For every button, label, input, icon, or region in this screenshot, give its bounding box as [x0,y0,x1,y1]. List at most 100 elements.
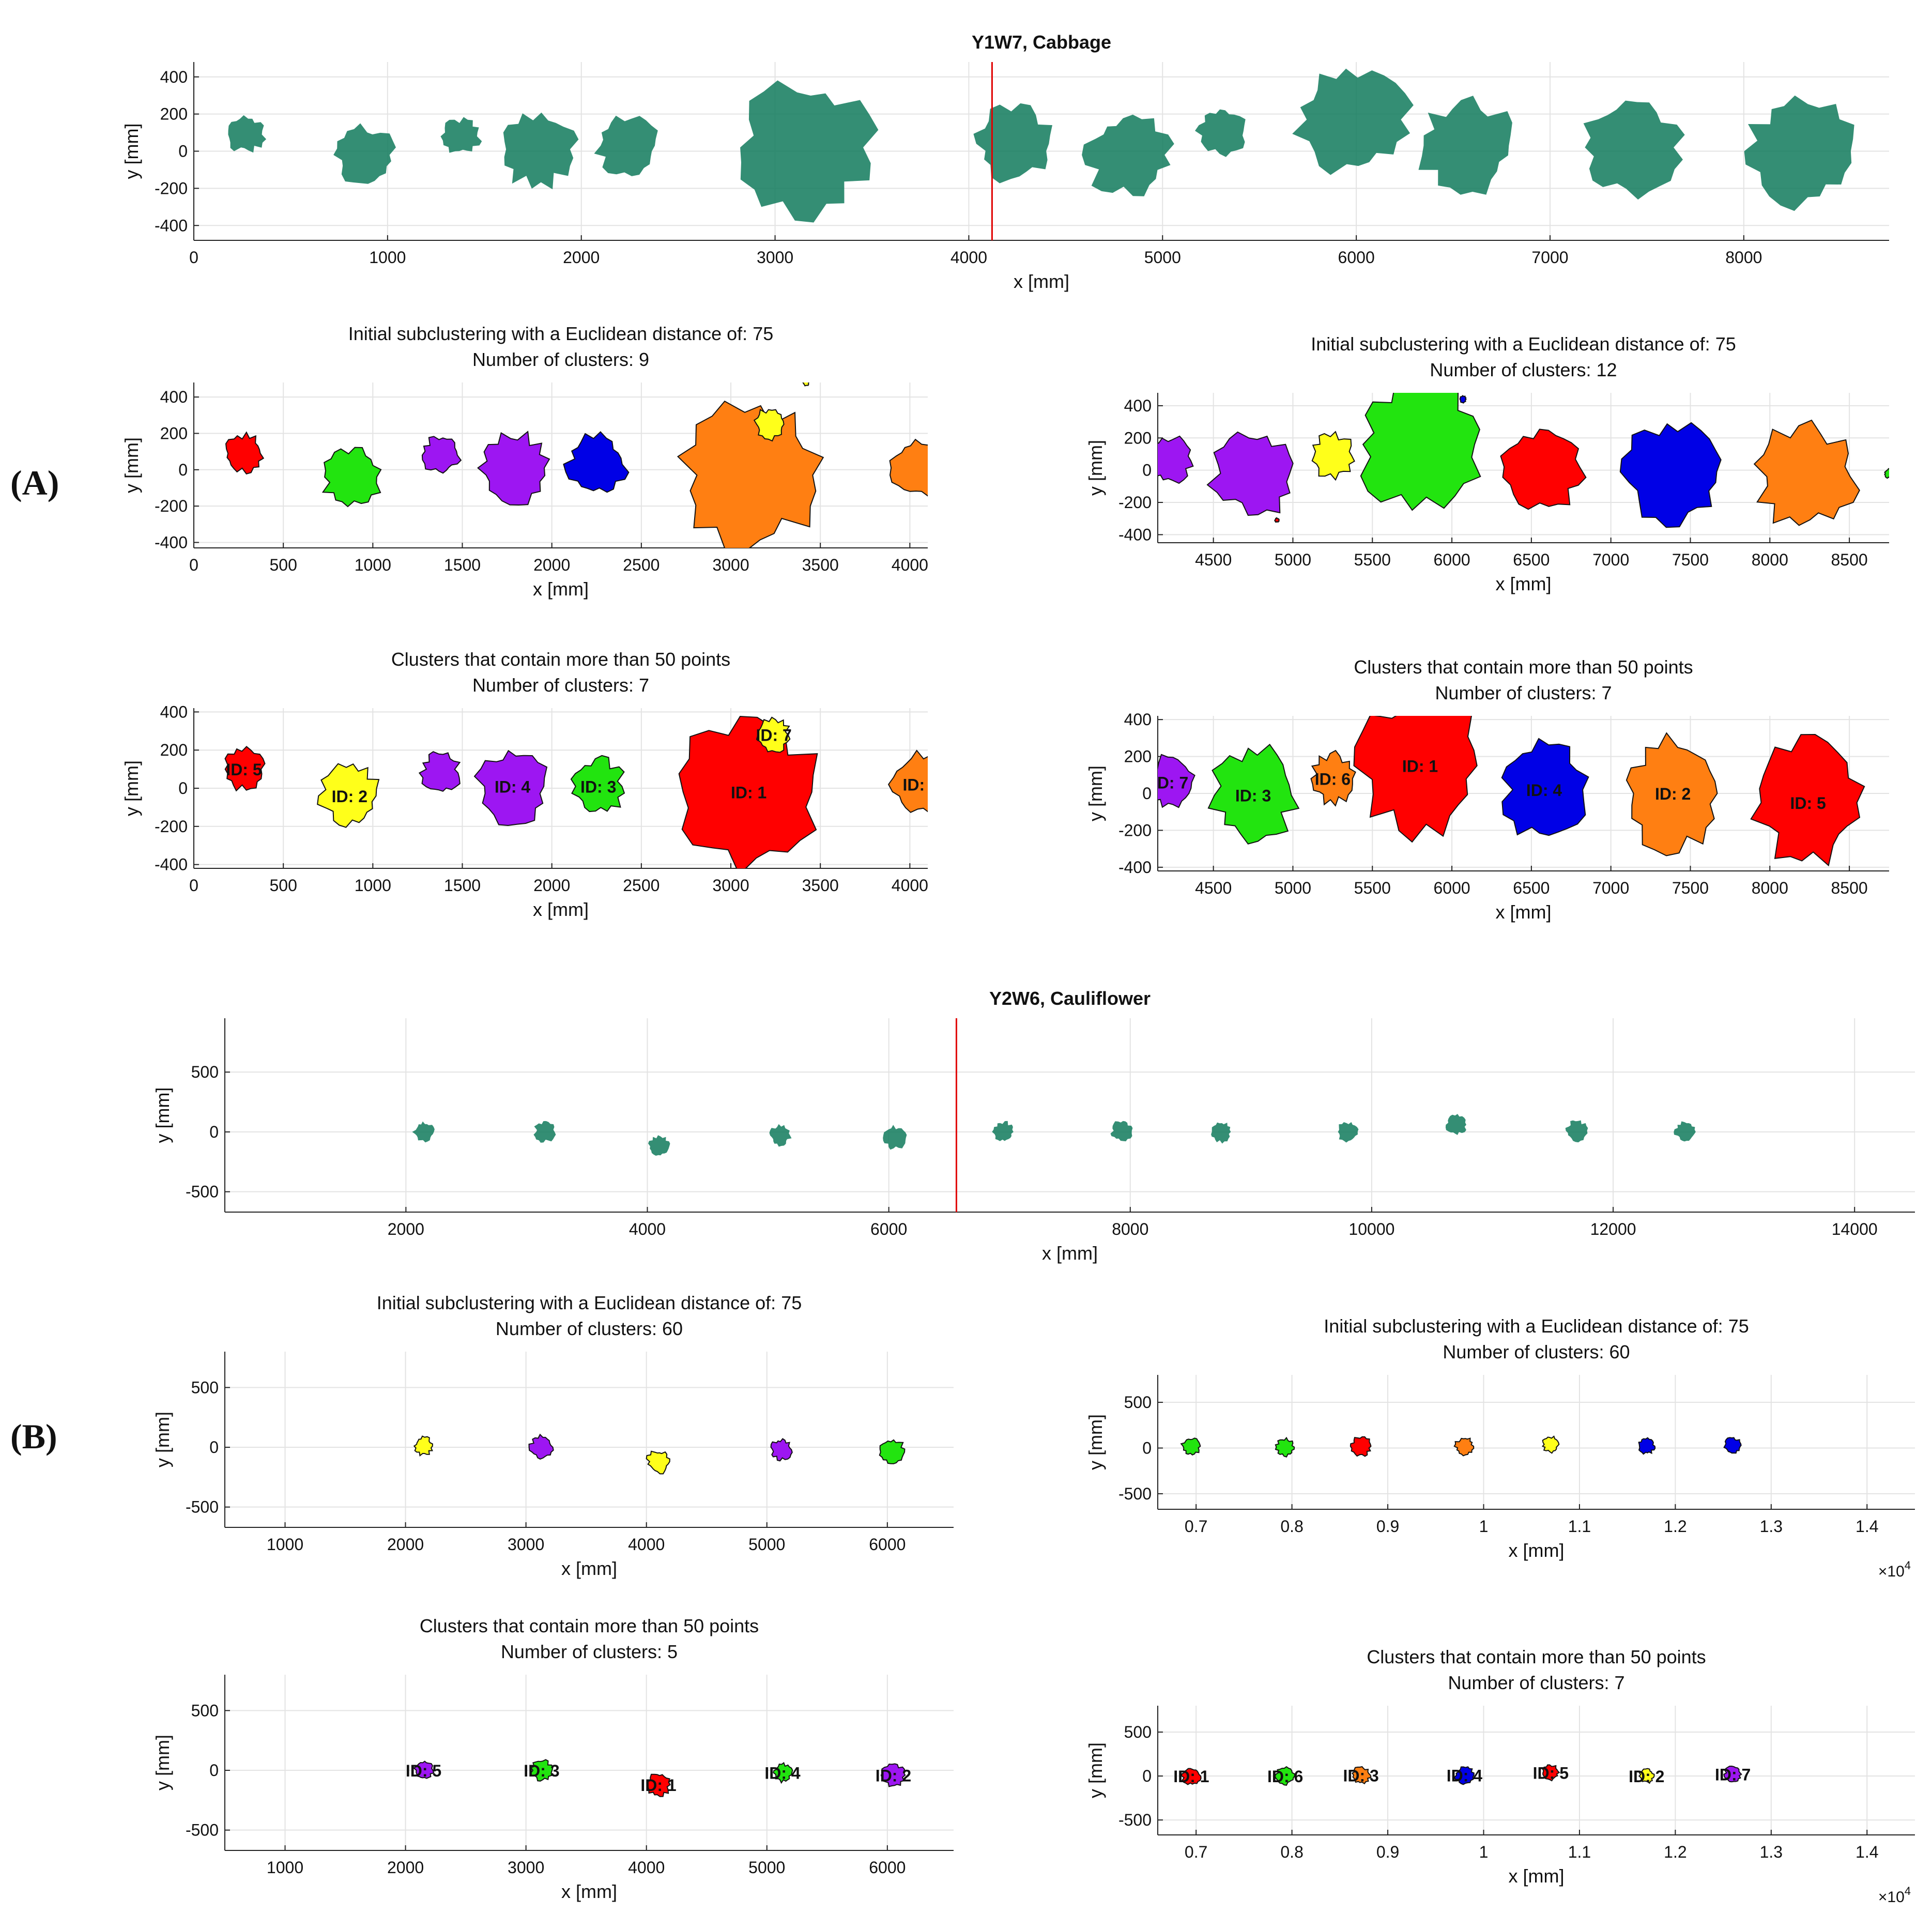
x-tick-label: 14000 [1832,1220,1878,1238]
cluster-id-label: ID: 5 [1790,794,1826,813]
x-tick-label: 2000 [387,1858,424,1877]
x-exponent-label: ×104 [1878,1559,1911,1580]
x-exponent-power: 4 [1905,1885,1911,1897]
chart-title: Initial subclustering with a Euclidean d… [348,323,773,344]
y-tick-label: -200 [1118,493,1152,512]
cluster-blob-6 [1723,1437,1742,1454]
cluster-id-2 [880,1763,906,1787]
x-tick-label: 6000 [1338,248,1375,267]
cluster-blob-0 [1158,435,1194,484]
cluster-id-6 [1310,749,1356,807]
cluster-blob-2 [1350,1436,1372,1457]
cluster-blob-3 [1360,393,1481,511]
x-axis-label: x [mm] [561,1558,617,1579]
cluster-blob-7 [1082,114,1174,196]
x-tick-label: 2000 [563,248,600,267]
cluster-id-4 [473,749,548,826]
x-tick-label: 2000 [388,1220,424,1238]
x-tick-label: 8000 [1752,550,1788,569]
x-tick-label: 0.8 [1280,1843,1303,1861]
cluster-blob-5 [1619,422,1722,528]
y-tick-label: 400 [160,702,188,721]
cluster-blob-6 [1753,419,1860,526]
x-tick-label: 1000 [369,248,406,267]
cluster-blob-5 [1638,1437,1656,1455]
x-tick-label: 5000 [748,1858,785,1877]
x-tick-label: 8000 [1725,248,1762,267]
chart-title: Initial subclustering with a Euclidean d… [1324,1315,1749,1337]
y-tick-label: -400 [155,216,188,235]
x-tick-label: 0.9 [1376,1517,1399,1536]
plot-area: ID: 1 ID: 6 ID: 3 ID: 4 ID: 5 ID: 2 ID: 7 [1173,1764,1751,1786]
x-exponent-power: 4 [1905,1559,1911,1572]
cluster-blob-3 [503,112,579,190]
plot-area [1180,1435,1742,1458]
cluster-blob-1 [333,123,396,184]
chart-title: Y1W7, Cabbage [972,32,1111,53]
cluster-blob-4 [1541,1435,1560,1454]
cluster-blob-8 [802,382,809,387]
y-tick-label: 400 [1124,710,1152,729]
cluster-blob-2 [421,436,462,474]
cluster-blob-1 [1275,1436,1295,1458]
cluster-blob-9 [1445,1114,1466,1135]
y-axis-label: y [mm] [121,437,142,493]
x-tick-label: 0.9 [1376,1843,1399,1861]
cluster-id-label: ID: 2 [1655,785,1691,803]
cluster-id-label: ID: 1 [640,1776,676,1795]
y-tick-label: 500 [1124,1393,1152,1412]
cluster-id-label: ID: 4 [1526,781,1562,800]
x-tick-label: 1000 [267,1535,303,1554]
y-axis-label: y [mm] [121,124,142,179]
chart-b-overview: Y2W6, Cauliflower 2000 4000 6000 8000 10000 12… [152,988,1915,1264]
y-tick-label: 0 [178,779,188,798]
x-tick-label: 4000 [628,1858,665,1877]
x-tick-label: 7500 [1672,550,1709,569]
x-tick-label: 0 [189,556,198,574]
cluster-blob-0 [413,1435,433,1457]
y-tick-label: -400 [155,533,188,552]
cluster-blob-9 [1274,517,1280,523]
cluster-id-2 [317,763,380,828]
x-tick-label: 2000 [533,876,570,895]
cluster-id-label: ID: 3 [1343,1766,1378,1785]
x-axis-label: x [mm] [533,899,589,920]
x-tick-label: 2000 [533,556,570,574]
x-tick-label: 1.3 [1760,1517,1783,1536]
chart-title: Initial subclustering with a Euclidean d… [1311,333,1736,355]
y-tick-label: 500 [191,1378,219,1397]
cluster-blob-6 [1110,1121,1133,1142]
cluster-blob-2 [440,117,482,153]
x-tick-label: 0.7 [1185,1843,1207,1861]
y-tick-label: -500 [186,1821,219,1840]
cluster-id-label: ID: 2 [1629,1767,1664,1786]
x-tick-label: 3000 [712,876,749,895]
x-tick-label: 6500 [1513,879,1550,897]
x-tick-label: 5000 [748,1535,785,1554]
x-tick-label: 0 [189,876,198,895]
y-tick-label: 200 [1124,747,1152,766]
x-axis-label: x [mm] [1042,1243,1098,1264]
x-tick-label: 2000 [387,1535,424,1554]
chart-title: Clusters that contain more than 50 point… [1354,656,1693,678]
x-tick-label: 6000 [1433,879,1470,897]
y-tick-label: 0 [178,461,188,479]
x-axis-label: x [mm] [1509,1540,1565,1561]
x-tick-label: 1.2 [1664,1517,1686,1536]
x-tick-label: 3000 [508,1858,544,1877]
x-tick-label: 8000 [1752,879,1788,897]
cluster-id-3 [570,755,625,813]
x-exponent-label: ×104 [1878,1885,1911,1906]
cluster-blob-4 [879,1439,906,1464]
chart-subtitle: Number of clusters: 7 [472,675,649,696]
chart-subtitle: Number of clusters: 9 [472,349,649,370]
chart-subtitle: Number of clusters: 60 [1443,1341,1630,1362]
cluster-blob-10 [1565,1120,1588,1143]
cluster-blob-4 [563,431,630,493]
cluster-id-7 [756,716,791,753]
cluster-id-label: ID: 1 [731,783,766,802]
y-tick-label: 200 [160,741,188,759]
cluster-blob-4 [594,115,658,176]
cluster-blob-11 [1583,100,1685,200]
